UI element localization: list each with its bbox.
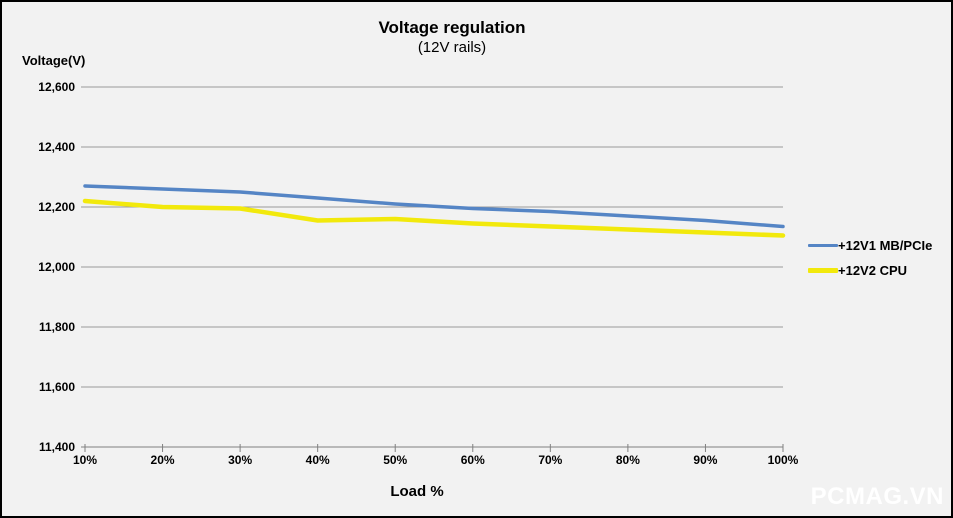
x-axis-title: Load % xyxy=(390,483,444,500)
x-tick-label: 80% xyxy=(615,453,640,467)
legend-line-swatch xyxy=(808,268,838,273)
legend-item: +12V2 CPU xyxy=(808,258,932,283)
y-axis-title: Voltage(V) xyxy=(22,53,86,68)
y-tick-label: 12,400 xyxy=(38,140,75,154)
legend-label: +12V1 MB/PCIe xyxy=(838,238,933,253)
y-tick-label: 11,800 xyxy=(38,320,75,334)
x-tick-label: 20% xyxy=(150,453,175,467)
x-tick-label: 60% xyxy=(460,453,485,467)
legend-item: +12V1 MB/PCIe xyxy=(808,233,932,258)
legend-label: +12V2 CPU xyxy=(838,263,908,278)
chart-subtitle: (12V rails) xyxy=(417,39,487,56)
y-tick-label: 11,600 xyxy=(38,380,75,394)
watermark-text: PCMAG.VN xyxy=(810,483,944,510)
legend-line-swatch xyxy=(808,243,838,248)
series-line-12v1 xyxy=(83,184,785,229)
y-tick-label: 12,600 xyxy=(38,80,75,94)
series-line-12v2 xyxy=(82,198,786,238)
legend: +12V1 MB/PCIe +12V2 CPU xyxy=(808,233,932,283)
y-tick-label: 12,000 xyxy=(38,260,75,274)
x-tick-label: 40% xyxy=(305,453,330,467)
x-tick-label: 90% xyxy=(693,453,718,467)
y-tick-label: 11,400 xyxy=(38,440,75,454)
x-tick-label: 70% xyxy=(538,453,563,467)
x-tick-label: 30% xyxy=(228,453,253,467)
x-tick-label: 100% xyxy=(767,453,799,467)
x-tick-label: 50% xyxy=(383,453,408,467)
chart-title: Voltage regulation xyxy=(378,18,526,37)
y-tick-label: 12,200 xyxy=(38,200,75,214)
x-tick-label: 10% xyxy=(72,453,98,467)
